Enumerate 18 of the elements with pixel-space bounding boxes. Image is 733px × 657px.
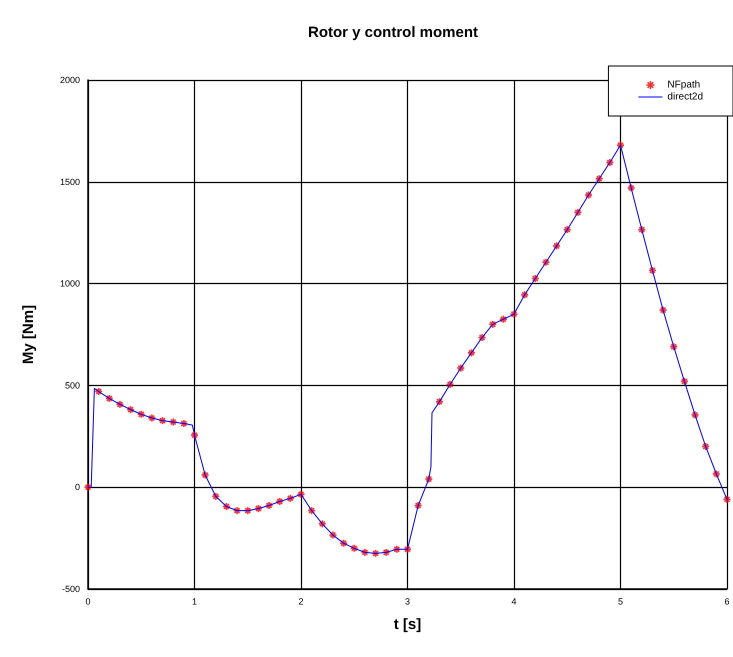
x-tick-label: 0 (85, 596, 91, 606)
legend-label: direct2d (667, 92, 703, 102)
x-tick-label: 5 (618, 596, 624, 606)
y-tick-label: 1000 (60, 278, 80, 289)
y-tick-label: 0 (74, 482, 80, 492)
y-tick-label: 1500 (60, 176, 80, 187)
x-tick-label: 3 (404, 596, 410, 606)
x-tick-label: 1 (192, 596, 198, 606)
x-tick-label: 2 (298, 596, 304, 606)
x-axis-title: t [s] (394, 616, 422, 633)
legend-label: NFpath (667, 80, 700, 90)
y-tick-label: 500 (64, 380, 80, 390)
y-axis-title: My [Nm] (20, 304, 37, 364)
x-tick-label: 6 (724, 596, 730, 606)
chart-title: Rotor y control moment (308, 24, 478, 41)
x-tick-label: 4 (511, 596, 517, 606)
y-tick-label: 2000 (60, 75, 80, 85)
y-tick-label: -500 (62, 584, 80, 594)
